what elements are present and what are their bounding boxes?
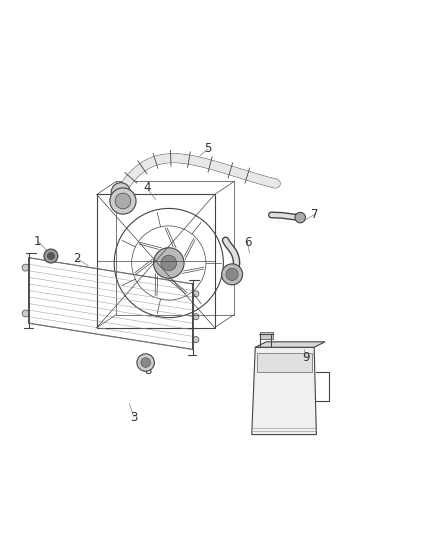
Circle shape bbox=[141, 358, 150, 367]
Text: 2: 2 bbox=[73, 252, 81, 265]
Circle shape bbox=[115, 193, 131, 209]
Circle shape bbox=[22, 264, 29, 271]
Text: 1: 1 bbox=[34, 235, 42, 248]
Circle shape bbox=[137, 354, 154, 372]
Text: 6: 6 bbox=[244, 236, 251, 249]
Circle shape bbox=[22, 310, 29, 317]
Circle shape bbox=[111, 183, 131, 202]
Text: 8: 8 bbox=[145, 364, 152, 377]
Circle shape bbox=[193, 313, 199, 320]
Text: 7: 7 bbox=[311, 208, 319, 221]
Text: 9: 9 bbox=[303, 351, 310, 364]
Polygon shape bbox=[252, 348, 316, 434]
Polygon shape bbox=[255, 342, 325, 348]
Text: 4: 4 bbox=[143, 181, 151, 195]
Circle shape bbox=[161, 255, 177, 271]
Bar bbox=[260, 332, 273, 338]
Circle shape bbox=[193, 290, 199, 297]
Circle shape bbox=[226, 268, 238, 280]
Circle shape bbox=[295, 212, 305, 223]
Circle shape bbox=[47, 253, 54, 260]
Text: 5: 5 bbox=[205, 142, 212, 155]
Bar bbox=[257, 352, 312, 372]
Text: 3: 3 bbox=[130, 410, 138, 424]
Circle shape bbox=[44, 249, 58, 263]
Circle shape bbox=[193, 336, 199, 343]
Circle shape bbox=[153, 248, 184, 278]
Circle shape bbox=[110, 188, 136, 214]
Circle shape bbox=[222, 264, 243, 285]
